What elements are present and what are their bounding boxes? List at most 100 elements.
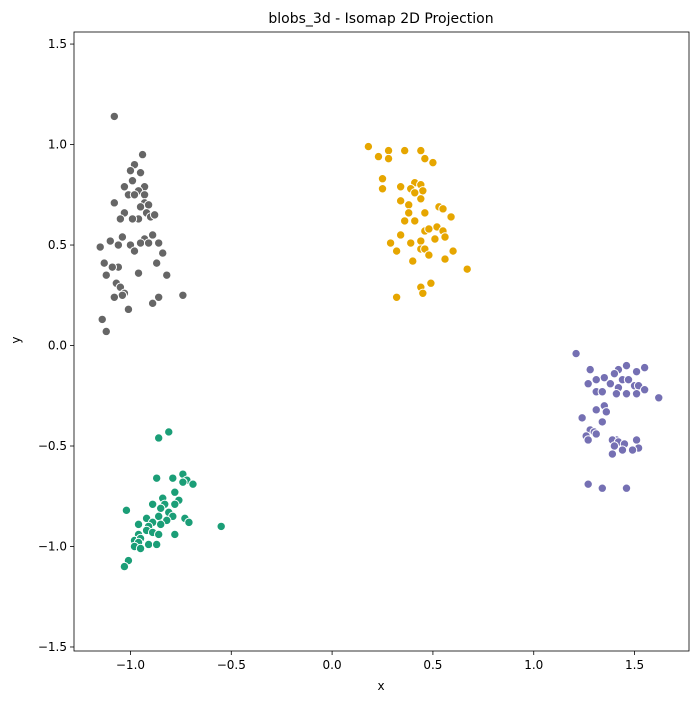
data-point [631,389,642,399]
data-point [119,561,130,572]
data-point [147,230,158,240]
data-point [162,270,172,280]
data-point [156,503,166,514]
data-point [440,254,450,264]
data-point [446,212,456,222]
data-point [591,429,601,439]
data-point [430,234,440,244]
data-point [391,292,402,302]
data-point [408,256,418,266]
data-point [611,389,622,399]
y-tick-label: −1.5 [38,640,67,654]
data-point [101,326,111,337]
data-point [583,435,593,445]
plot-background [74,32,689,651]
data-point [121,505,132,516]
data-point [639,362,650,373]
data-point [609,368,620,379]
data-point [117,232,128,242]
series-2-points [571,348,664,493]
data-point [127,214,138,224]
series-0-points [95,111,188,337]
data-point [639,385,650,395]
data-point [424,250,434,260]
data-point [125,165,136,176]
data-point [151,258,162,268]
data-point [591,405,601,415]
data-point [129,246,140,256]
data-point [188,479,198,489]
data-point [420,208,430,218]
data-point [115,214,126,224]
data-point [424,224,434,234]
data-point [151,473,162,483]
data-point [385,238,396,248]
data-point [404,208,414,218]
data-point [153,292,164,302]
data-point [383,145,394,156]
series-3-points [119,427,226,572]
data-point [654,393,664,403]
data-point [97,314,107,325]
x-tick-label: −0.5 [217,658,246,672]
data-point [178,477,188,487]
data-point [95,242,105,252]
x-tick-label: 1.0 [524,658,543,672]
data-point [601,407,612,417]
data-point [135,238,146,248]
data-point [377,184,388,194]
data-point [428,157,438,168]
data-point [410,188,420,198]
y-tick-label: −1.0 [38,539,67,553]
data-point [133,268,144,278]
data-point [621,389,632,399]
data-point [147,298,158,309]
data-point [363,141,374,152]
data-point [151,539,162,550]
data-point [137,149,148,160]
data-point [395,196,406,206]
data-point [184,517,194,528]
x-tick-label: 0.0 [323,658,342,672]
data-point [571,348,581,359]
chart-title: blobs_3d - Isomap 2D Projection [268,11,493,27]
data-point [153,238,164,248]
series-1-points [363,141,472,302]
data-point [129,190,140,200]
x-axis-label: x [377,679,384,693]
data-point [109,292,120,302]
y-axis-label: y [9,336,23,343]
data-point [440,232,450,242]
data-point [591,374,601,385]
data-point [627,445,638,455]
data-point [631,366,642,377]
data-point [107,262,118,272]
data-point [377,174,388,184]
data-point [127,176,138,186]
data-point [609,441,620,451]
data-point [143,200,154,210]
data-point [168,473,178,483]
data-point [135,167,146,178]
data-point [170,487,180,497]
x-tick-label: 0.5 [423,658,442,672]
data-point [406,238,416,248]
y-tick-label: 0.5 [48,238,67,252]
y-tick-label: −0.5 [38,439,67,453]
data-point [416,145,426,156]
data-point [426,278,436,288]
data-point [113,240,124,250]
data-point [395,182,406,192]
data-point [158,248,168,258]
data-point [391,246,402,256]
data-point [399,145,410,156]
data-point [119,182,130,192]
y-tick-label: 1.0 [48,138,67,152]
data-point [395,230,406,240]
data-point [153,529,164,540]
data-point [135,543,146,554]
data-point [597,483,607,493]
data-point [621,360,632,371]
data-point [170,499,180,509]
